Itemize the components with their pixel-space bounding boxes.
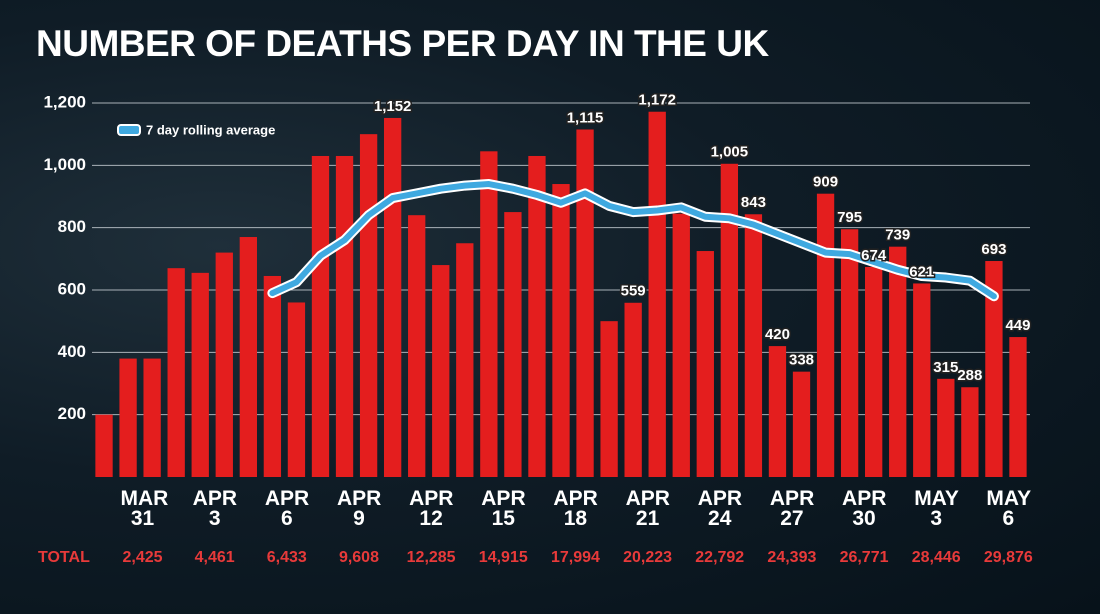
bar (408, 215, 426, 477)
bar (191, 272, 209, 477)
x-tick-label: APR 3 (192, 487, 237, 530)
totals-label: TOTAL (38, 549, 90, 566)
total-value: 26,771 (840, 549, 889, 566)
value-label: 621 (909, 263, 934, 280)
x-tick-label: APR 18 (553, 487, 598, 530)
x-tick-label: APR 12 (409, 487, 454, 530)
legend-label: 7 day rolling average (146, 122, 275, 137)
value-label: 449 (1005, 317, 1030, 334)
bar (816, 193, 835, 477)
bar (937, 378, 955, 477)
total-value: 2,425 (122, 549, 162, 566)
bar (143, 358, 161, 477)
bar (552, 184, 570, 478)
bar (287, 302, 306, 477)
bar (913, 283, 931, 477)
y-tick-label: 200 (58, 404, 86, 423)
value-label: 1,172 (638, 92, 676, 109)
y-tick-label: 800 (58, 217, 86, 236)
x-tick-label: APR 30 (842, 487, 887, 530)
value-label: 843 (741, 194, 766, 211)
bar (480, 151, 498, 477)
total-value: 6,433 (267, 549, 307, 566)
bar (961, 387, 979, 477)
value-label: 795 (837, 209, 862, 226)
value-label: 288 (957, 367, 982, 384)
value-label: 1,152 (374, 98, 412, 115)
value-label: 315 (933, 359, 958, 376)
bar (383, 117, 402, 478)
x-tick-label: APR 21 (625, 487, 670, 530)
total-value: 12,285 (407, 549, 456, 566)
bar (119, 358, 137, 477)
y-tick-label: 600 (58, 279, 86, 298)
y-tick-label: 400 (58, 342, 86, 361)
total-value: 14,915 (479, 549, 528, 566)
value-label: 693 (981, 241, 1006, 258)
bar (335, 155, 354, 477)
bar (768, 346, 787, 477)
bar (576, 129, 594, 477)
y-tick-label: 1,200 (43, 92, 86, 111)
bar (792, 371, 811, 477)
bar (311, 155, 330, 477)
total-value: 28,446 (912, 549, 961, 566)
bar (696, 251, 714, 477)
bar (744, 214, 763, 477)
y-tick-label: 1,000 (43, 155, 86, 174)
x-tick-label: APR 6 (264, 487, 310, 530)
x-tick-label: APR 9 (336, 487, 382, 530)
bar (720, 163, 739, 477)
x-tick-label: MAR 31 (120, 487, 169, 530)
line (269, 181, 997, 300)
bar (985, 261, 1003, 477)
total-value: 29,876 (984, 549, 1033, 566)
bar (528, 155, 546, 477)
bar (239, 237, 257, 477)
bar (648, 111, 666, 477)
total-value: 17,994 (551, 549, 600, 566)
x-tick-label: APR 24 (697, 487, 743, 530)
bar (865, 266, 883, 477)
bar (624, 302, 642, 477)
bar (456, 243, 474, 477)
total-value: 22,792 (695, 549, 744, 566)
bar (215, 252, 233, 477)
value-label: 909 (813, 174, 838, 191)
bar (359, 134, 378, 477)
value-label: 420 (765, 326, 790, 343)
total-value: 9,608 (339, 549, 379, 566)
x-tick-label: MAY 6 (986, 487, 1032, 530)
bar (889, 246, 907, 477)
bar (167, 268, 185, 477)
bar (263, 275, 282, 477)
x-tick-label: APR 15 (481, 487, 526, 530)
bar (1009, 337, 1027, 477)
value-label: 739 (885, 227, 910, 244)
x-tick-label: MAY 3 (914, 487, 959, 530)
value-label: 1,005 (711, 144, 749, 161)
total-value: 4,461 (195, 549, 235, 566)
legend-swatch (117, 124, 141, 136)
bar (840, 229, 859, 477)
chart-title: NUMBER OF DEATHS PER DAY IN THE UK (36, 23, 769, 64)
total-value: 24,393 (767, 549, 816, 566)
x-tick-label: APR 27 (769, 487, 815, 530)
value-label: 338 (789, 352, 814, 369)
bar (95, 414, 113, 477)
total-value: 20,223 (623, 549, 672, 566)
value-label: 674 (861, 247, 887, 264)
bar (600, 321, 618, 477)
bar (672, 213, 690, 477)
value-label: 559 (621, 283, 646, 300)
bar (504, 212, 522, 478)
bar (432, 265, 450, 477)
value-label: 1,115 (567, 109, 604, 126)
